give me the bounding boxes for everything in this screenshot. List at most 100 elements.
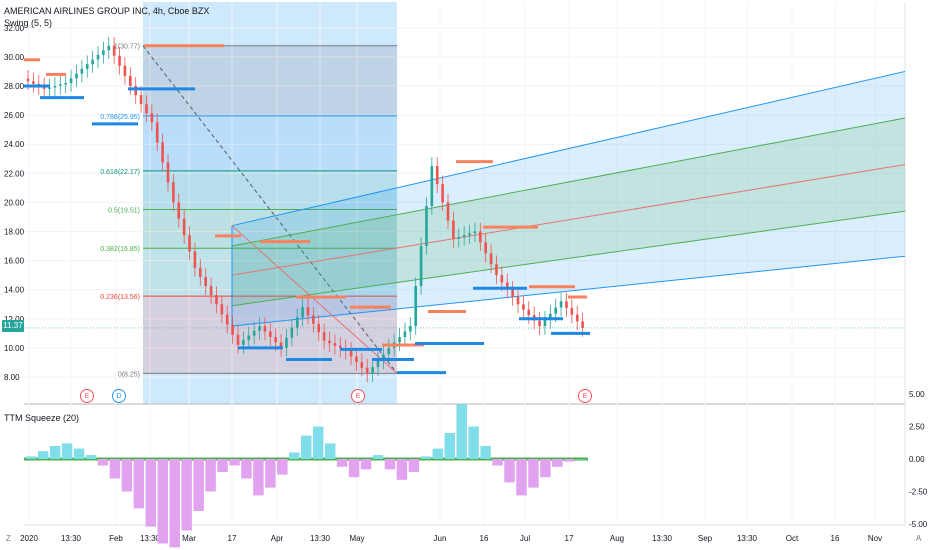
candle-body[interactable] — [360, 362, 364, 368]
momentum-bar[interactable] — [205, 459, 216, 492]
candle-body[interactable] — [193, 251, 197, 268]
candle-body[interactable] — [473, 231, 477, 234]
candle-body[interactable] — [468, 233, 471, 236]
pitchfork-outer-lower[interactable] — [231, 255, 906, 327]
candle-body[interactable] — [333, 343, 337, 346]
candle-body[interactable] — [26, 78, 30, 82]
momentum-bar[interactable] — [121, 459, 133, 492]
candle-body[interactable] — [462, 235, 466, 237]
candle-body[interactable] — [85, 64, 89, 69]
momentum-bar[interactable] — [576, 459, 587, 460]
oscillator-legend[interactable]: TTM Squeeze (20) — [4, 413, 80, 423]
candle-body[interactable] — [446, 202, 450, 221]
earnings-marker[interactable]: E — [578, 389, 592, 403]
candle-body[interactable] — [505, 282, 509, 290]
candle-body[interactable] — [215, 295, 218, 305]
momentum-bar[interactable] — [181, 459, 192, 531]
candle-body[interactable] — [102, 50, 105, 55]
candle-body[interactable] — [543, 319, 547, 327]
candle-body[interactable] — [48, 87, 51, 89]
momentum-bar[interactable] — [265, 459, 276, 488]
candle-body[interactable] — [145, 104, 148, 114]
candle-body[interactable] — [118, 55, 121, 66]
candle-body[interactable] — [274, 336, 277, 343]
candle-body[interactable] — [285, 337, 288, 348]
candle-body[interactable] — [376, 360, 380, 367]
candle-body[interactable] — [231, 324, 234, 335]
momentum-bar[interactable] — [301, 435, 312, 459]
momentum-bar[interactable] — [528, 459, 539, 488]
zoom-toggle-button[interactable]: Z — [6, 534, 11, 543]
candle-body[interactable] — [355, 356, 358, 363]
momentum-bar[interactable] — [37, 451, 49, 459]
candle-body[interactable] — [252, 330, 256, 336]
candle-body[interactable] — [150, 113, 154, 123]
momentum-bar[interactable] — [480, 446, 491, 459]
momentum-bar[interactable] — [97, 459, 109, 466]
pitchfork-inner-upper[interactable] — [231, 117, 906, 247]
momentum-bar[interactable] — [133, 459, 145, 509]
candle-body[interactable] — [279, 342, 283, 348]
momentum-bar[interactable] — [348, 459, 360, 478]
candle-body[interactable] — [258, 326, 261, 331]
candle-body[interactable] — [565, 301, 568, 308]
candle-body[interactable] — [220, 304, 224, 315]
momentum-bar[interactable] — [372, 455, 384, 459]
candle-body[interactable] — [182, 218, 186, 236]
pitchfork-median[interactable] — [231, 164, 906, 276]
pitchfork-outer-upper[interactable] — [231, 70, 906, 227]
momentum-bar[interactable] — [360, 459, 372, 470]
candle-body[interactable] — [155, 122, 159, 143]
candle-body[interactable] — [139, 95, 143, 105]
candle-body[interactable] — [349, 350, 353, 357]
candle-body[interactable] — [489, 253, 493, 265]
momentum-bar[interactable] — [408, 459, 420, 472]
momentum-bar[interactable] — [312, 426, 324, 460]
candle-body[interactable] — [382, 354, 385, 361]
candle-body[interactable] — [161, 142, 164, 163]
candle-body[interactable] — [107, 45, 111, 51]
candle-body[interactable] — [80, 68, 84, 74]
momentum-bar[interactable] — [49, 446, 61, 459]
candle-body[interactable] — [522, 304, 525, 310]
indicator-legend[interactable]: Swing (5, 5) — [4, 18, 53, 28]
candle-body[interactable] — [123, 65, 127, 76]
candle-body[interactable] — [398, 336, 401, 343]
candle-body[interactable] — [204, 276, 207, 287]
momentum-bar[interactable] — [384, 459, 396, 470]
candle-body[interactable] — [339, 345, 342, 349]
candle-body[interactable] — [322, 332, 326, 341]
candle-body[interactable] — [306, 307, 310, 316]
candle-body[interactable] — [419, 246, 423, 287]
candle-body[interactable] — [177, 202, 181, 219]
candle-body[interactable] — [511, 289, 514, 297]
momentum-bar[interactable] — [229, 459, 240, 466]
candle-body[interactable] — [435, 166, 439, 185]
candle-body[interactable] — [479, 231, 482, 243]
momentum-bar[interactable] — [324, 443, 336, 459]
candle-body[interactable] — [242, 340, 245, 345]
candle-body[interactable] — [365, 367, 369, 374]
momentum-bar[interactable] — [289, 452, 300, 460]
candle-body[interactable] — [269, 331, 272, 337]
candle-body[interactable] — [527, 309, 531, 316]
earnings-marker[interactable]: E — [351, 389, 365, 403]
momentum-bar[interactable] — [468, 426, 479, 460]
candle-body[interactable] — [328, 340, 331, 344]
candle-body[interactable] — [317, 323, 321, 333]
candle-body[interactable] — [549, 313, 552, 320]
candle-body[interactable] — [452, 220, 455, 239]
momentum-bar[interactable] — [396, 459, 408, 480]
candle-body[interactable] — [559, 301, 563, 308]
momentum-bar[interactable] — [145, 459, 157, 527]
candle-body[interactable] — [129, 75, 132, 86]
momentum-bar[interactable] — [26, 456, 37, 459]
candle-body[interactable] — [75, 73, 78, 79]
candle-body[interactable] — [263, 326, 267, 332]
candle-body[interactable] — [32, 81, 35, 84]
candle-body[interactable] — [495, 264, 498, 276]
momentum-bar[interactable] — [516, 459, 527, 496]
candle-body[interactable] — [290, 327, 294, 338]
candle-body[interactable] — [134, 86, 137, 96]
